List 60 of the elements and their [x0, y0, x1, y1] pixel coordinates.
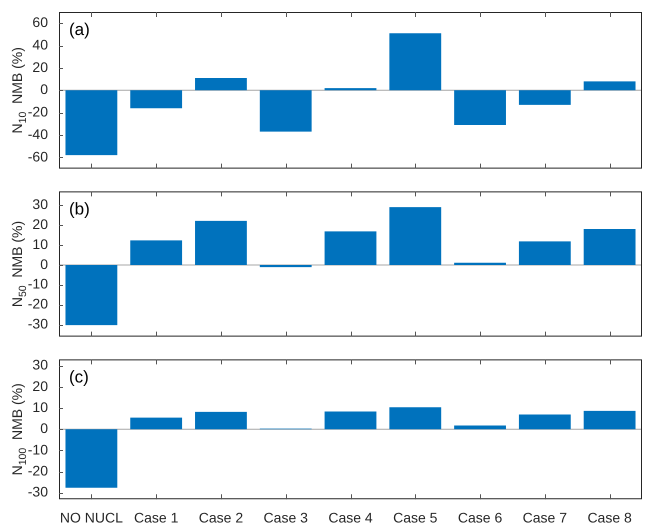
y-tick-label: -40: [28, 126, 48, 142]
y-tick-label: 0: [40, 420, 48, 436]
bar: [65, 429, 118, 488]
bar: [389, 207, 442, 265]
x-tick-label: Case 5: [393, 509, 438, 526]
bar: [195, 78, 247, 90]
bar: [518, 90, 571, 105]
y-tick-label: 20: [32, 216, 48, 232]
bar: [65, 90, 118, 156]
y-tick-label: -30: [28, 484, 48, 500]
x-tick-label: NO NUCL: [60, 509, 124, 526]
y-tick-label: -20: [28, 296, 48, 312]
x-tick-label: Case 8: [587, 509, 632, 526]
y-tick-label: 30: [32, 196, 48, 212]
x-tick-label: Case 4: [328, 509, 373, 526]
y-axis-title: N10 NMB (%): [8, 47, 29, 134]
y-tick-label: 10: [32, 398, 48, 415]
y-tick-label: -20: [28, 104, 48, 120]
bar: [195, 220, 247, 265]
bar: [65, 264, 118, 326]
y-tick-label: 20: [32, 58, 48, 75]
bar: [130, 418, 182, 430]
annotation: (c): [69, 368, 89, 387]
bar: [584, 410, 636, 430]
y-tick-label: 0: [40, 81, 48, 98]
bar: [260, 264, 312, 268]
y-axis-title: N50 NMB (%): [8, 220, 29, 308]
y-tick-label: 60: [32, 14, 48, 30]
bar: [518, 241, 571, 265]
bar: [389, 407, 442, 430]
bar: [324, 412, 376, 430]
x-tick-label: Case 3: [264, 509, 308, 526]
y-tick-label: 20: [32, 378, 48, 394]
bar: [389, 33, 442, 90]
bar: [584, 228, 636, 265]
y-tick-label: -20: [28, 462, 48, 479]
y-tick-label: -60: [28, 148, 48, 164]
bar: [454, 90, 506, 125]
bar: [518, 414, 571, 430]
y-tick-label: 30: [32, 356, 48, 373]
y-tick-label: 0: [40, 256, 48, 272]
y-tick-label: -30: [28, 316, 48, 332]
bar: [130, 90, 182, 108]
bar: [195, 412, 247, 430]
y-tick-label: -10: [28, 441, 48, 458]
bar: [324, 231, 376, 265]
y-tick-label: 40: [32, 36, 48, 52]
annotation: (a): [69, 20, 90, 40]
bar: [260, 90, 312, 132]
x-tick-label: Case 7: [522, 509, 568, 526]
y-tick-label: 10: [32, 236, 48, 252]
y-axis-title: N100 NMB (%): [8, 383, 29, 476]
annotation: (b): [69, 200, 90, 219]
x-tick-label: Case 6: [458, 509, 502, 526]
x-tick-label: Case 1: [134, 509, 179, 526]
x-tick-label: Case 2: [198, 509, 244, 526]
bar: [130, 240, 182, 265]
y-tick-label: -10: [28, 276, 48, 292]
bar: [454, 425, 506, 430]
bar: [584, 81, 636, 90]
